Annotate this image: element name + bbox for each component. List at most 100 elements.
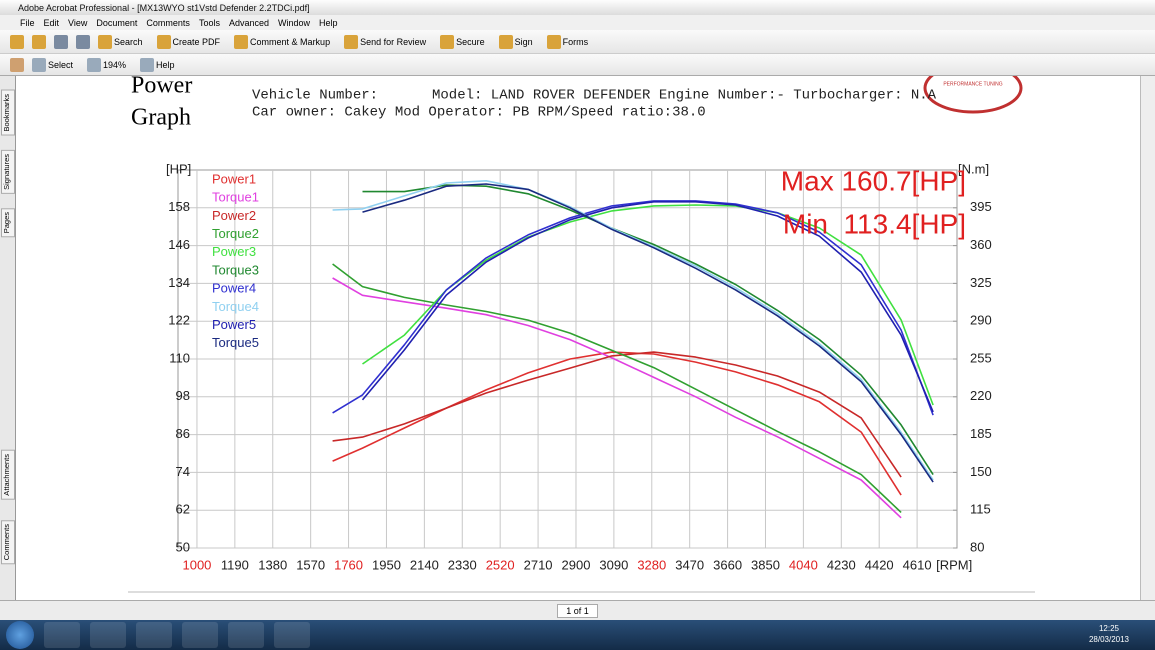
- taskbar-icon[interactable]: [90, 622, 126, 648]
- toolbar-button[interactable]: Forms: [546, 34, 589, 49]
- start-button[interactable]: [6, 621, 34, 649]
- series-line: [332, 351, 902, 478]
- toolbar-button[interactable]: Comment & Markup: [234, 34, 331, 49]
- menu-item[interactable]: Comments: [146, 17, 190, 28]
- series-line: [361, 201, 934, 413]
- series-line: [332, 263, 902, 513]
- side-tab[interactable]: Signatures: [1, 150, 15, 194]
- series-line: [332, 200, 934, 416]
- x-tick-label: 4230: [827, 557, 856, 572]
- button-label: Select: [48, 59, 74, 70]
- y2-tick-label: 150: [970, 464, 992, 479]
- x-tick-label: 2900: [562, 557, 591, 572]
- series-line: [362, 183, 934, 483]
- x-tick-label: 1000: [182, 557, 211, 572]
- toolbar-button[interactable]: Help: [140, 57, 175, 72]
- title-bar: Adobe Acrobat Professional - [MX13WYO st…: [0, 0, 1155, 15]
- taskbar-icon[interactable]: [182, 622, 218, 648]
- clock-time: 12:25: [1098, 624, 1119, 633]
- button-label: Secure: [456, 36, 485, 47]
- x-tick-label: 2520: [486, 557, 515, 572]
- taskbar-icon[interactable]: [44, 622, 80, 648]
- taskbar-icon[interactable]: [136, 622, 172, 648]
- toolbar-button[interactable]: Secure: [440, 34, 485, 49]
- x-tick-label: 3470: [675, 557, 704, 572]
- side-panel: Bookmarks Signatures Pages Attachments Comme…: [0, 76, 16, 600]
- x-tick-label: 1380: [258, 557, 287, 572]
- y2-tick-label: 115: [970, 502, 991, 517]
- y-tick-label: 74: [176, 464, 190, 479]
- x-tick-label: 4420: [865, 557, 894, 572]
- legend-entry: Torque3: [212, 262, 259, 277]
- scrollbar[interactable]: [1140, 76, 1155, 600]
- x-tick-label: 1950: [372, 557, 401, 572]
- menu-item[interactable]: Tools: [198, 17, 220, 28]
- toolbar-button[interactable]: Create PDF: [156, 34, 221, 49]
- y2-axis-label: [N.m]: [958, 161, 989, 176]
- heading: Power: [131, 73, 192, 99]
- status-bar: 1 of 1: [0, 600, 1155, 620]
- taskbar-icon[interactable]: [228, 622, 264, 648]
- window-title: Adobe Acrobat Professional - [MX13WYO st…: [18, 2, 310, 13]
- x-tick-label: 1760: [334, 557, 363, 572]
- menu-item[interactable]: File: [20, 17, 35, 28]
- series-line: [332, 180, 934, 481]
- toolbar-button[interactable]: Select: [32, 57, 74, 72]
- x-axis-label: [RPM]: [936, 557, 972, 572]
- side-tab[interactable]: Comments: [1, 520, 15, 565]
- legend-entry: Torque4: [212, 299, 259, 314]
- series-line: [332, 351, 902, 496]
- y2-tick-label: 395: [970, 199, 992, 214]
- x-tick-label: 2330: [448, 557, 477, 572]
- y-tick-label: 110: [169, 350, 190, 365]
- x-tick-label: 2140: [410, 557, 439, 572]
- menu-item[interactable]: View: [68, 17, 88, 28]
- series-line: [332, 277, 902, 519]
- logo-text: PERFORMANCE TUNING: [943, 81, 1002, 87]
- button-label: Forms: [562, 36, 589, 47]
- toolbar: Select 194% Help: [0, 54, 1155, 76]
- side-tab[interactable]: Bookmarks: [1, 90, 15, 136]
- x-tick-label: 1190: [221, 557, 249, 572]
- menu-bar: File Edit View Document Comments Tools Advance…: [0, 15, 1155, 30]
- y2-tick-label: 325: [970, 275, 992, 290]
- x-tick-label: 3090: [599, 557, 628, 572]
- menu-item[interactable]: Advanced: [228, 17, 269, 28]
- y-tick-label: 158: [168, 199, 190, 214]
- legend-entry: Power5: [212, 317, 256, 332]
- annotation: Max 160.7[HP]: [781, 165, 966, 196]
- toolbar: Search Create PDF Comment & Markup Send for…: [0, 30, 1155, 54]
- side-tab[interactable]: Pages: [1, 208, 15, 238]
- document-page: [16, 76, 1140, 600]
- legend-entry: Torque1: [212, 190, 259, 205]
- button-label: Comment & Markup: [250, 36, 331, 47]
- owner: Car owner: Cakey Mod Operator: PB RPM/Sp…: [252, 105, 706, 121]
- legend-entry: Torque5: [212, 335, 259, 350]
- menu-item[interactable]: Edit: [43, 17, 60, 28]
- clock: 12:25 28/03/2013: [1089, 623, 1129, 645]
- button-label: Help: [156, 59, 175, 70]
- y-tick-label: 50: [176, 539, 190, 554]
- toolbar-button[interactable]: Send for Review: [344, 34, 427, 49]
- menu-item[interactable]: Help: [319, 17, 338, 28]
- legend-entry: Torque2: [212, 226, 259, 241]
- toolbar-button[interactable]: Sign: [498, 34, 533, 49]
- y2-tick-label: 255: [970, 350, 992, 365]
- vehicle-number: Vehicle Number:: [252, 88, 378, 104]
- side-tab[interactable]: Attachments: [1, 450, 15, 500]
- toolbar-button[interactable]: Search: [98, 34, 143, 49]
- x-tick-label: 4040: [789, 557, 818, 572]
- toolbar-button[interactable]: 194%: [87, 57, 126, 72]
- button-label: Send for Review: [360, 36, 427, 47]
- y-tick-label: 86: [176, 426, 190, 441]
- menu-item[interactable]: Document: [96, 17, 138, 28]
- x-tick-label: 4610: [903, 557, 932, 572]
- y-tick-label: 62: [176, 502, 190, 517]
- menu-item[interactable]: Window: [277, 17, 310, 28]
- x-tick-label: 3280: [637, 557, 666, 572]
- y-tick-label: 122: [168, 313, 190, 328]
- button-label: Create PDF: [172, 36, 221, 47]
- taskbar-icon[interactable]: [274, 622, 310, 648]
